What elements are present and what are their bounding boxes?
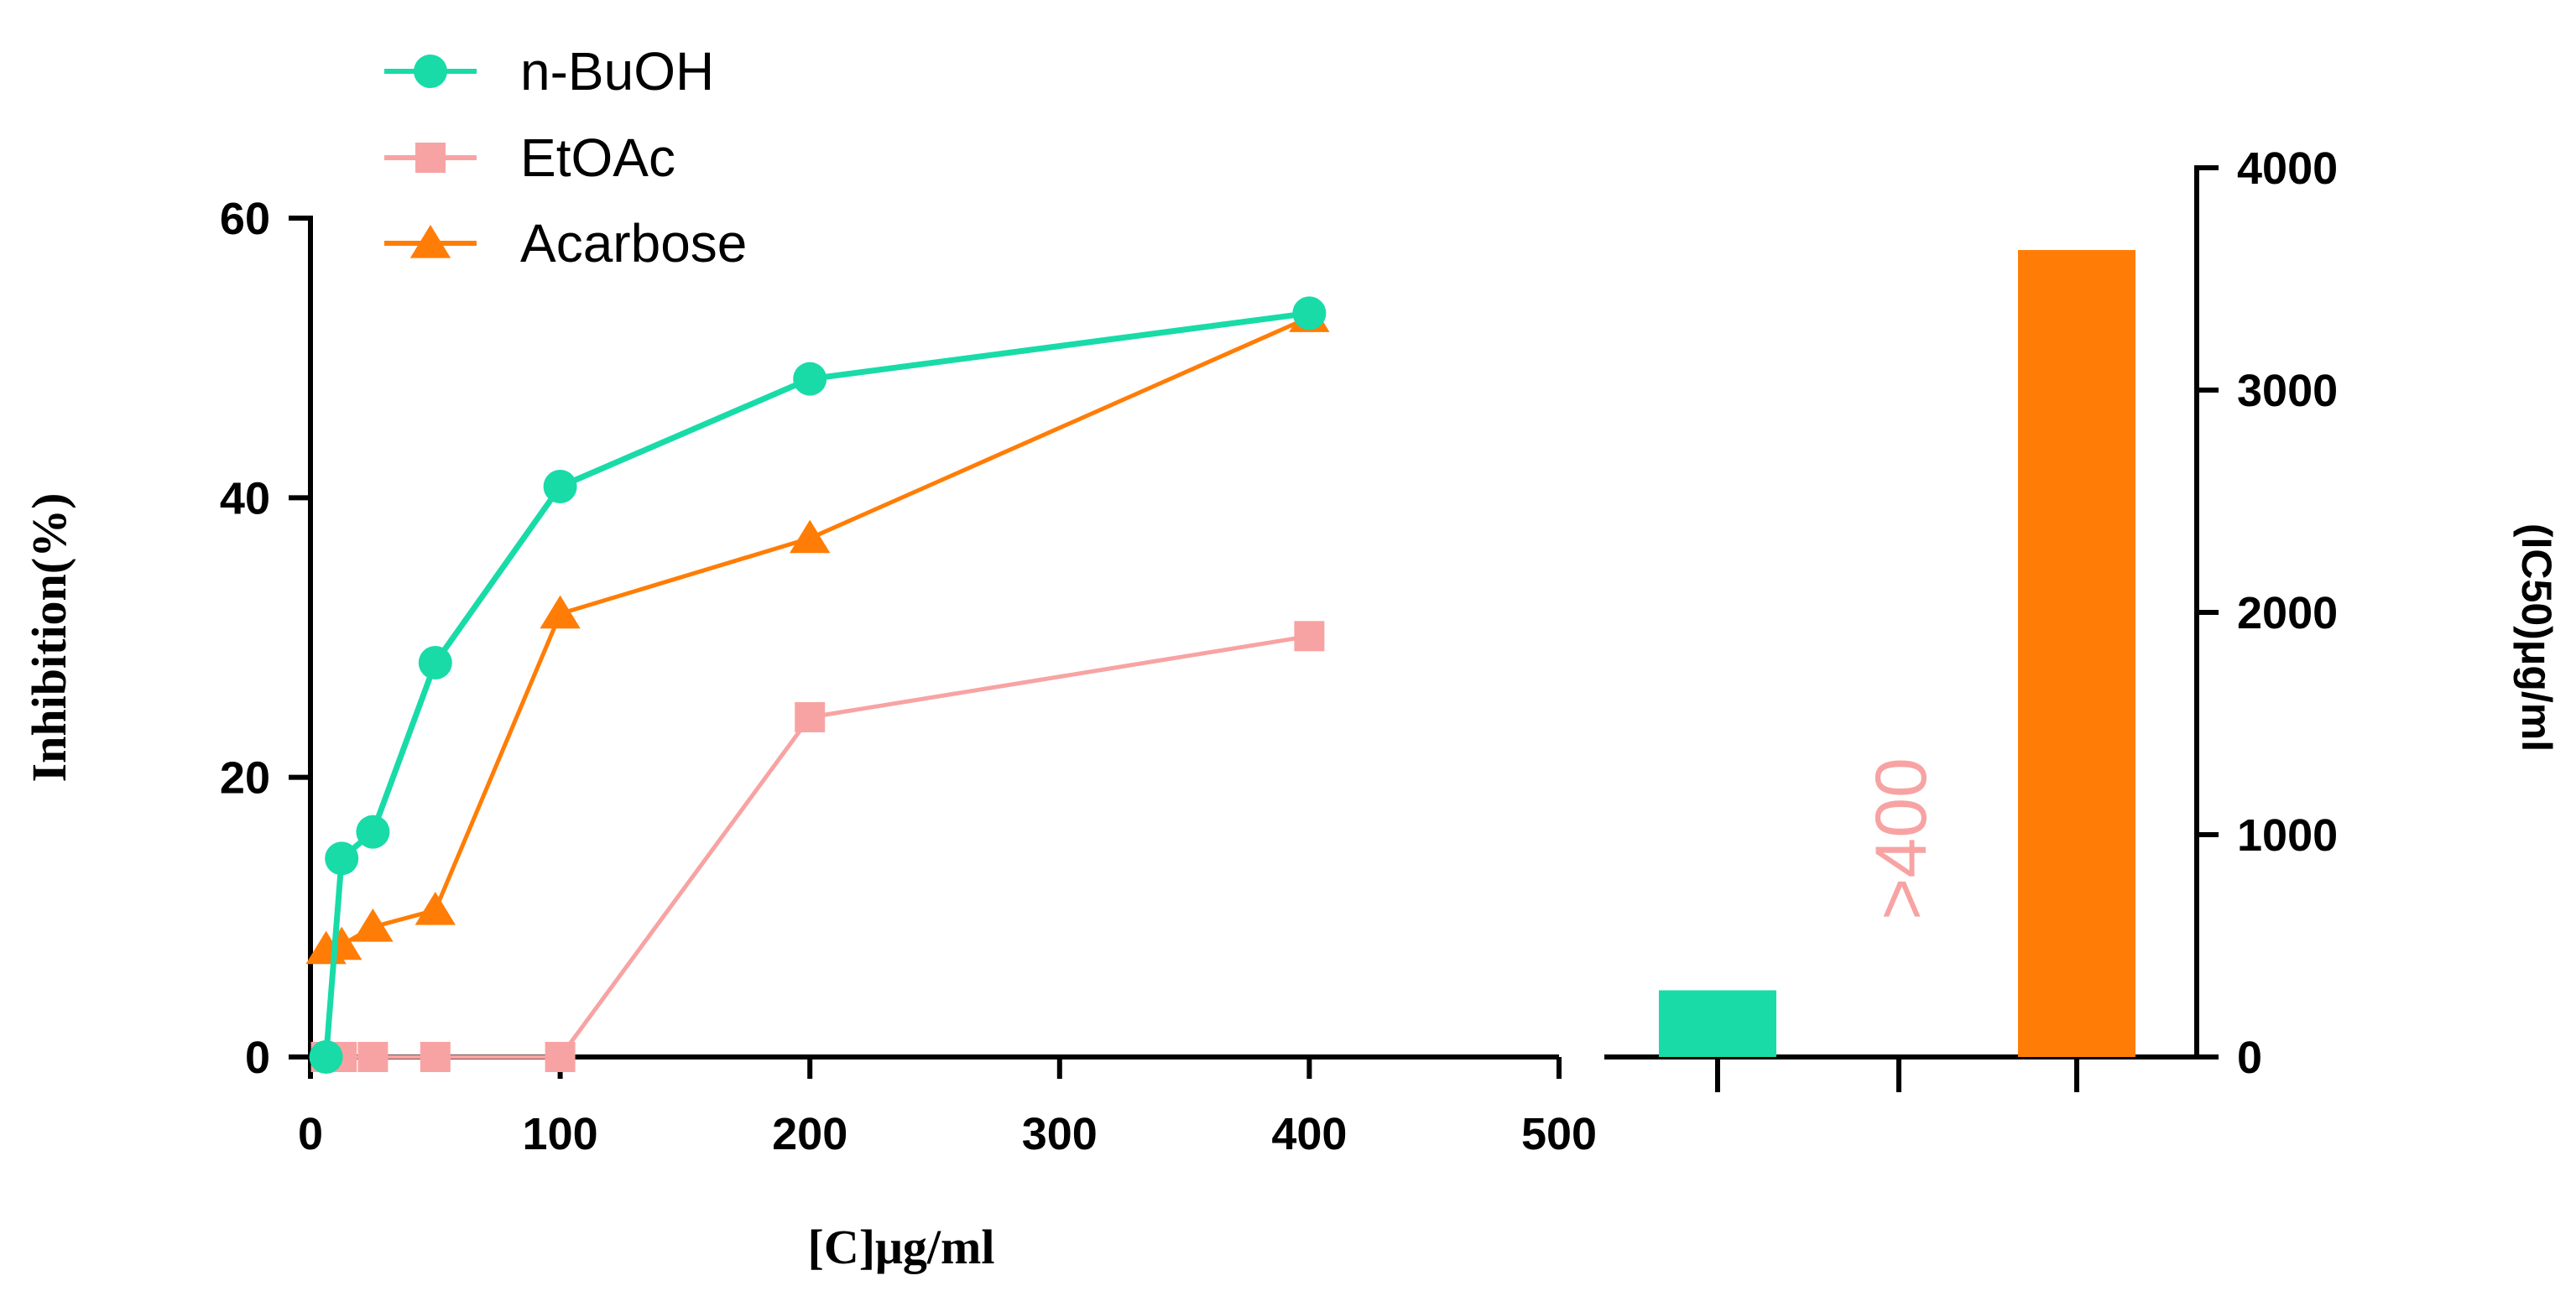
legend-marker-etoac <box>415 143 446 173</box>
data-point-acarbose <box>415 892 456 925</box>
right-y-tick-label: 1000 <box>2237 810 2338 861</box>
legend-label-acarbose: Acarbose <box>520 213 747 273</box>
data-point-acarbose <box>540 595 581 629</box>
x-tick-label: 300 <box>1022 1109 1098 1159</box>
data-point-n-buoh <box>309 1040 343 1074</box>
left-y-tick-label: 40 <box>220 473 270 523</box>
x-tick-label: 200 <box>772 1109 847 1159</box>
series-line-acarbose <box>325 315 1311 952</box>
series-line-n-buoh <box>323 310 1310 1058</box>
data-point-n-buoh <box>418 646 452 679</box>
left-y-tick-label: 20 <box>220 753 270 804</box>
right-y-tick-label: 2000 <box>2237 588 2338 638</box>
right-y-tick-label: 0 <box>2237 1033 2262 1083</box>
x-axis-title: [C]μg/ml <box>808 1220 995 1274</box>
left-y-tick-label: 0 <box>245 1033 270 1083</box>
right-y-tick-label: 3000 <box>2237 366 2338 416</box>
right-y-axis-title: (IC50)μg/ml <box>2513 523 2560 752</box>
data-point-etoac <box>1294 621 1325 652</box>
data-point-etoac <box>795 702 826 732</box>
legend-label-n-buoh: n-BuOH <box>520 41 714 102</box>
data-point-etoac <box>357 1042 388 1072</box>
data-point-acarbose <box>352 909 394 942</box>
data-point-etoac <box>420 1042 451 1072</box>
x-tick-label: 0 <box>298 1109 323 1159</box>
x-tick-label: 100 <box>523 1109 598 1159</box>
y-axis-title: Inhibition(%) <box>22 493 76 783</box>
legend-label-etoac: EtOAc <box>520 128 675 188</box>
data-point-n-buoh <box>356 815 390 849</box>
x-tick-label: 500 <box>1521 1109 1597 1159</box>
x-tick-label: 400 <box>1271 1109 1347 1159</box>
data-point-etoac <box>545 1042 576 1072</box>
data-point-acarbose <box>790 519 831 554</box>
bar-annotation-etoac: >400 <box>1861 758 1942 920</box>
bar-n-buoh <box>1659 990 1776 1057</box>
bar-acarbose <box>2018 250 2135 1057</box>
left-y-tick-label: 60 <box>220 194 270 244</box>
data-point-n-buoh <box>1292 296 1327 331</box>
data-point-n-buoh <box>543 470 577 503</box>
legend-marker-n-buoh <box>414 55 447 88</box>
data-point-n-buoh <box>793 362 827 396</box>
right-y-tick-label: 4000 <box>2237 143 2338 194</box>
data-point-n-buoh <box>325 841 359 876</box>
series-line-etoac <box>326 633 1310 1059</box>
legend-marker-acarbose <box>409 225 451 258</box>
